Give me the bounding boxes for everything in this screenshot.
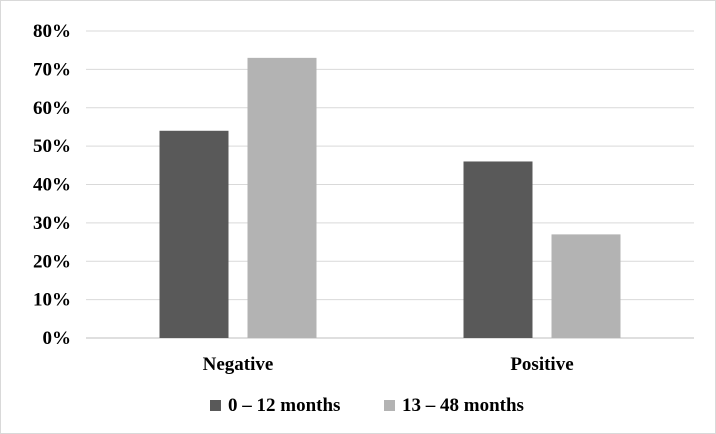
y-tick-label-20: 20% — [33, 251, 71, 272]
bar-positive-13-48-months — [551, 234, 621, 338]
y-tick-label-0: 0% — [43, 328, 72, 349]
legend-label-13-48-months: 13 – 48 months — [402, 395, 524, 416]
y-tick-label-50: 50% — [33, 136, 71, 157]
legend: 0 – 12 months 13 – 48 months — [210, 395, 524, 416]
y-tick-label-30: 30% — [33, 213, 71, 234]
y-tick-label-40: 40% — [33, 175, 71, 196]
x-category-label-negative: Negative — [203, 354, 274, 375]
x-category-label-positive: Positive — [510, 354, 573, 375]
bars — [159, 57, 621, 339]
y-tick-label-70: 70% — [33, 59, 71, 80]
y-axis-tick-labels: 0% 10% 20% 30% 40% 50% 60% 70% 80% — [33, 21, 71, 349]
y-tick-label-80: 80% — [33, 21, 71, 42]
y-tick-label-60: 60% — [33, 98, 71, 119]
bar-positive-0-12-months — [463, 161, 533, 338]
bar-negative-0-12-months — [159, 130, 229, 338]
y-tick-label-10: 10% — [33, 290, 71, 311]
x-axis-category-labels: Negative Positive — [203, 354, 574, 375]
bar-negative-13-48-months — [247, 57, 317, 339]
legend-swatch-0-12-months — [210, 400, 221, 411]
legend-label-0-12-months: 0 – 12 months — [228, 395, 340, 416]
legend-swatch-13-48-months — [384, 400, 395, 411]
